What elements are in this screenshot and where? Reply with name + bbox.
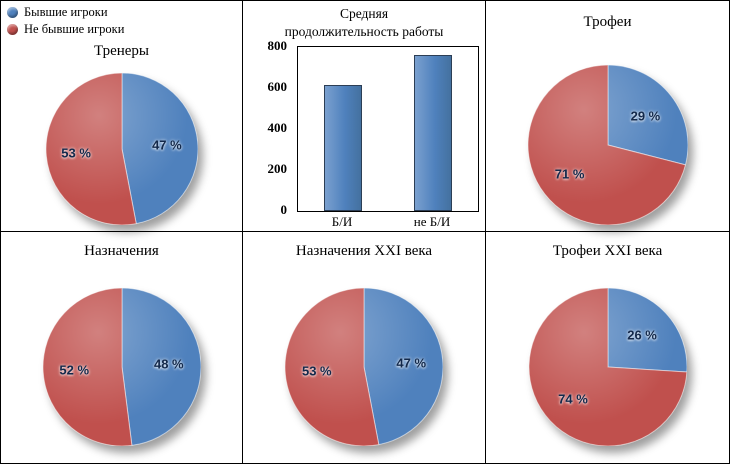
chart-title-trophies: Трофеи <box>583 14 632 30</box>
pie-slice <box>527 65 686 225</box>
legend-marker-non-former-players <box>7 24 18 35</box>
pie-chart-appointments: 48 % 52 % <box>42 288 201 446</box>
pie-slice <box>363 288 443 446</box>
chart-title-trophies-21st-century: Трофеи XXI века <box>552 243 663 259</box>
panel-appointments: Назначения 48 % 52 % <box>1 232 243 463</box>
pie-slice <box>285 288 380 446</box>
panel-appointments-21st-century: Назначения XXI века 47 % 53 % <box>243 232 486 463</box>
chart-legend: Бывшие игроки Не бывшие игроки <box>7 4 124 38</box>
pie-slice <box>607 65 688 166</box>
legend-label-non-former-players: Не бывшие игроки <box>24 22 125 36</box>
panel-trophies-21st-century: Трофеи XXI века 26 % 74 % <box>486 232 729 463</box>
panel-trophies: Трофеи 29 % 71 % <box>486 1 729 232</box>
pie-slice <box>607 288 687 373</box>
pie-percent-label: 53 % <box>301 363 332 379</box>
legend-item-former-players: Бывшие игроки <box>7 4 124 21</box>
pie-percent-label: 47 % <box>152 137 182 153</box>
pie-chart-trophies-21st-century: 26 % 74 % <box>528 288 687 446</box>
pie-slice <box>121 73 198 225</box>
panel-coaches: Бывшие игроки Не бывшие игроки Тренеры 4… <box>1 1 243 232</box>
pie-percent-label: 26 % <box>627 327 657 343</box>
pie-percent-label: 29 % <box>630 108 661 124</box>
panel-average-tenure: Средняя продолжительность работы 0 200 400… <box>243 1 486 232</box>
legend-item-non-former-players: Не бывшие игроки <box>7 21 124 38</box>
pie-percent-label: 52 % <box>59 362 90 378</box>
bar-chart-plot-area <box>297 46 479 212</box>
pie-percent-label: 74 % <box>558 391 588 407</box>
x-axis-label-ne-bi: не Б/И <box>413 214 451 229</box>
pie-chart-appointments-21st-century: 47 % 53 % <box>285 288 443 446</box>
y-tick-label: 0 <box>280 202 288 217</box>
pie-slice <box>42 288 132 446</box>
chart-title-appointments: Назначения <box>84 243 159 259</box>
pie-chart-coaches: 47 % 53 % <box>45 73 198 225</box>
chart-title-appointments-21st-century: Назначения XXI века <box>295 243 433 259</box>
x-axis-label-bi: Б/И <box>331 214 353 229</box>
pie-slice <box>121 288 201 446</box>
legend-label-former-players: Бывшие игроки <box>24 5 108 19</box>
bar-Б/И <box>324 84 362 211</box>
y-tick-label: 400 <box>267 120 288 135</box>
legend-marker-former-players <box>7 7 18 18</box>
pie-percent-label: 53 % <box>61 145 91 161</box>
chart-title-average-tenure: Средняя продолжительность работы <box>284 6 444 39</box>
pie-percent-label: 48 % <box>153 356 184 372</box>
bar-не Б/И <box>414 55 452 211</box>
y-tick-label: 800 <box>267 38 288 53</box>
pie-percent-label: 71 % <box>554 166 585 182</box>
chart-title-coaches: Тренеры <box>93 43 149 59</box>
pie-slice <box>528 288 687 446</box>
y-tick-label: 200 <box>267 161 288 176</box>
pie-slice <box>45 73 137 225</box>
pie-chart-trophies: 29 % 71 % <box>527 65 688 225</box>
pie-percent-label: 47 % <box>396 355 427 371</box>
bar-chart-y-axis: 0 200 400 600 800 <box>249 38 291 217</box>
y-tick-label: 600 <box>267 79 288 94</box>
